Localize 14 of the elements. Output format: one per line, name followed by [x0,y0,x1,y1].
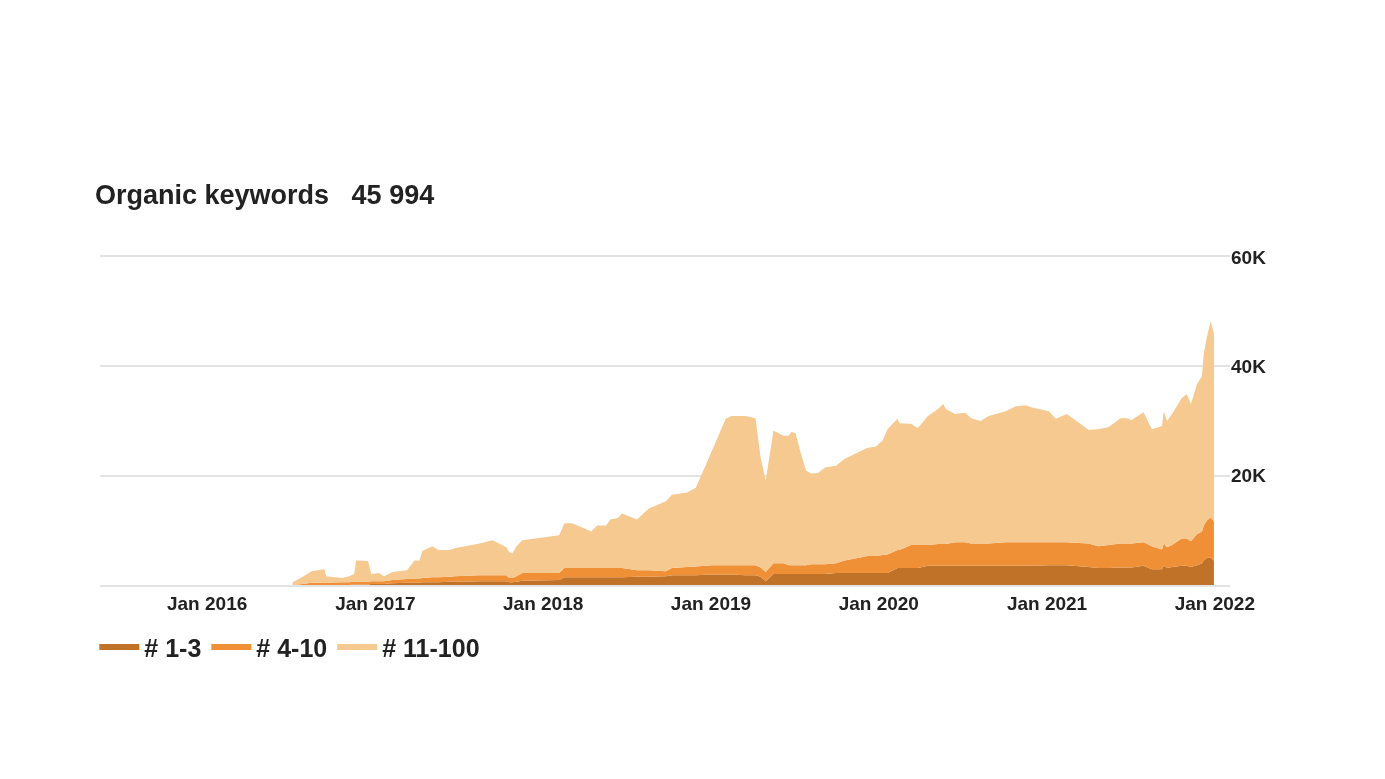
y-tick-label: 40K [1231,355,1267,377]
y-tick-label: 20K [1231,465,1267,487]
legend-label: # 11-100 [382,633,480,662]
x-tick-label: Jan 2018 [503,592,584,614]
x-tick-label: Jan 2021 [1006,592,1088,614]
x-tick-label: Jan 2019 [670,592,752,614]
chart-title: Organic keywords 45 994 [95,180,435,211]
x-tick-label: Jan 2020 [838,592,919,614]
legend-label: # 1-3 [144,633,202,662]
x-tick-label: Jan 2017 [335,592,416,614]
x-tick-label: Jan 2016 [166,592,248,614]
legend-label: # 4-10 [256,633,328,662]
y-tick-label: 60K [1231,246,1267,268]
x-tick-label: Jan 2022 [1174,592,1255,614]
